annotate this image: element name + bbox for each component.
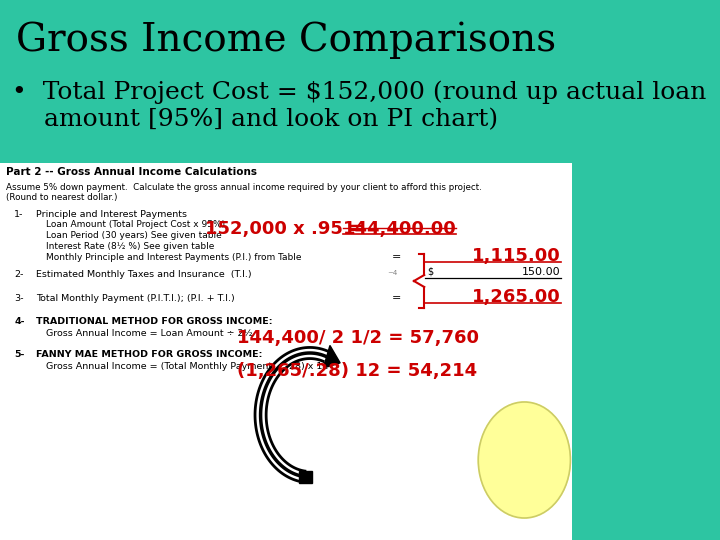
Text: 152,000 x .95 =: 152,000 x .95 =: [205, 220, 364, 238]
Polygon shape: [323, 346, 340, 368]
Text: Estimated Monthly Taxes and Insurance  (T.I.): Estimated Monthly Taxes and Insurance (T…: [36, 270, 251, 279]
Text: ~4: ~4: [387, 270, 398, 276]
Text: 3-: 3-: [14, 294, 24, 303]
Text: amount [95%] and look on PI chart): amount [95%] and look on PI chart): [12, 109, 498, 132]
Text: 2-: 2-: [14, 270, 24, 279]
FancyBboxPatch shape: [0, 163, 572, 540]
Text: Gross Annual Income = (Total Monthly Payment ÷ .28) x 12: Gross Annual Income = (Total Monthly Pay…: [46, 362, 328, 371]
Text: Monthly Principle and Interest Payments (P.I.) from Table: Monthly Principle and Interest Payments …: [46, 253, 302, 262]
Text: Total Monthly Payment (P.I.T.I.); (P.I. + T.I.): Total Monthly Payment (P.I.T.I.); (P.I. …: [36, 294, 235, 303]
Text: 1,115.00: 1,115.00: [472, 247, 561, 265]
Text: Principle and Interest Payments: Principle and Interest Payments: [36, 210, 186, 219]
Text: 150.00: 150.00: [522, 267, 561, 277]
Text: 4-: 4-: [14, 317, 24, 326]
Text: =: =: [392, 293, 401, 303]
Polygon shape: [300, 471, 312, 483]
Text: Interest Rate (8½ %) See given table: Interest Rate (8½ %) See given table: [46, 242, 215, 251]
Text: =: =: [392, 252, 401, 262]
Text: Part 2 -- Gross Annual Income Calculations: Part 2 -- Gross Annual Income Calculatio…: [6, 167, 257, 177]
Text: Loan Period (30 years) See given table: Loan Period (30 years) See given table: [46, 231, 222, 240]
Text: 1-: 1-: [14, 210, 24, 219]
Text: Loan Amount (Total Project Cost x 95%): Loan Amount (Total Project Cost x 95%): [46, 220, 225, 229]
Text: •  Total Project Cost = $152,000 (round up actual loan: • Total Project Cost = $152,000 (round u…: [12, 80, 706, 104]
Text: (1,265/.28) 12 = 54,214: (1,265/.28) 12 = 54,214: [237, 362, 477, 380]
Text: 1,265.00: 1,265.00: [472, 288, 561, 306]
Text: Gross Income Comparisons: Gross Income Comparisons: [16, 21, 556, 59]
Text: (Round to nearest dollar.): (Round to nearest dollar.): [6, 193, 118, 202]
Text: 144,400.00: 144,400.00: [343, 220, 457, 238]
Text: TRADITIONAL METHOD FOR GROSS INCOME:: TRADITIONAL METHOD FOR GROSS INCOME:: [36, 317, 272, 326]
Text: 5-: 5-: [14, 350, 24, 359]
Circle shape: [478, 402, 570, 518]
Text: 144,400/ 2 1/2 = 57,760: 144,400/ 2 1/2 = 57,760: [237, 329, 479, 347]
Text: FANNY MAE METHOD FOR GROSS INCOME:: FANNY MAE METHOD FOR GROSS INCOME:: [36, 350, 262, 359]
Text: $: $: [428, 267, 433, 277]
Text: Gross Annual Income = Loan Amount ÷ 2½: Gross Annual Income = Loan Amount ÷ 2½: [46, 329, 253, 338]
Text: Assume 5% down payment.  Calculate the gross annual income required by your clie: Assume 5% down payment. Calculate the gr…: [6, 183, 482, 192]
